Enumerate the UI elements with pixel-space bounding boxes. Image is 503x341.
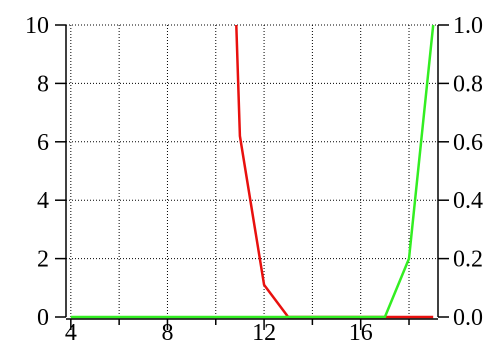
y-tick-label: 8 [37,71,49,97]
y2-tick-label: 0.8 [453,71,483,97]
y2-tick-label: 0.0 [453,305,483,331]
y2-tick-label: 0.6 [453,130,483,156]
x-tick-label: 4 [65,320,77,341]
grid-lines [66,24,438,317]
y2-tick-label: 1.0 [453,13,483,39]
series-lines [70,24,435,319]
axes [55,24,449,330]
series-line-2 [70,24,435,319]
y-tick-label: 0 [37,305,49,331]
y2-tick-label: 0.4 [453,188,483,214]
y2-tick-label: 0.2 [453,247,483,273]
x-tick-label: 16 [349,320,373,341]
x-tick-label: 8 [161,320,173,341]
y-tick-label: 10 [25,13,49,39]
x-tick-label: 12 [252,320,276,341]
y-tick-label: 6 [37,130,49,156]
y-tick-label: 4 [37,188,49,214]
y-tick-label: 2 [37,247,49,273]
tick-labels: 0 2 4 6 8 10 0.0 0.2 0.4 0.6 0.8 1.0 4 8 12 16 [25,13,483,341]
